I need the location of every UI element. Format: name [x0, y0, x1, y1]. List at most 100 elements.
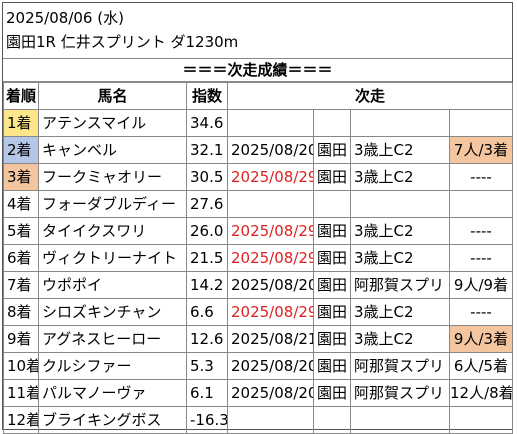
- header-next-race: 次走: [226, 82, 514, 110]
- table-row: 6着 ヴィクトリーナイト 21.5 2025/08/29 園田 3歳上C2 ----: [3, 244, 514, 272]
- next-race-cell: 阿那賀スプリ: [350, 271, 450, 299]
- index-cell: 6.1: [186, 379, 228, 407]
- next-result-cell: [448, 190, 514, 218]
- index-cell: 14.2: [186, 271, 228, 299]
- rank-cell: 10着: [3, 352, 39, 380]
- next-date-cell: 2025/08/29: [227, 298, 314, 326]
- horse-name-cell: ヴィクトリーナイト: [38, 244, 187, 272]
- next-venue-cell: 園田: [313, 325, 351, 353]
- table-row: 8着 シロズキンチャン 6.6 2025/08/29 園田 3歳上C2 ----: [3, 298, 514, 326]
- horse-name-cell: タイイクスワリ: [38, 217, 187, 245]
- rank-cell: 12着: [3, 406, 39, 434]
- next-venue-cell: [313, 109, 351, 137]
- next-date-cell: [227, 406, 314, 434]
- horse-name-cell: フォーダブルディー: [38, 190, 187, 218]
- next-venue-cell: [313, 406, 351, 434]
- table-row: 3着 フークミャオリー 30.5 2025/08/29 園田 3歳上C2 ----: [3, 163, 514, 191]
- next-race-cell: 3歳上C2: [350, 163, 450, 191]
- horse-name-cell: クルシファー: [38, 352, 187, 380]
- next-result-cell: 6人/5着: [448, 352, 514, 380]
- rank-cell: 8着: [3, 298, 39, 326]
- horse-name-cell: ウポポイ: [38, 271, 187, 299]
- next-date-cell: 2025/08/20: [227, 271, 314, 299]
- index-cell: 27.6: [186, 190, 228, 218]
- index-cell: 12.6: [186, 325, 228, 353]
- horse-name-cell: パルマノーヴァ: [38, 379, 187, 407]
- next-date-cell: [227, 190, 314, 218]
- index-cell: 30.5: [186, 163, 228, 191]
- table-row: 1着 アテンスマイル 34.6: [3, 109, 514, 137]
- next-race-cell: [350, 406, 450, 434]
- index-cell: 21.5: [186, 244, 228, 272]
- next-venue-cell: 園田: [313, 298, 351, 326]
- table-body: 1着 アテンスマイル 34.6 2着 キャンベル 32.1 2025/08/20 園田 3歳上C…: [3, 109, 514, 434]
- next-race-results-table: 着順 馬名 指数 次走 1着 アテンスマイル 34.6 2着 キャンベル 32.1 2025…: [3, 82, 514, 434]
- next-result-cell: 7人/3着: [448, 136, 514, 164]
- index-cell: 6.6: [186, 298, 228, 326]
- rank-cell: 7着: [3, 271, 39, 299]
- next-date-cell: 2025/08/20: [227, 352, 314, 380]
- next-result-cell: [448, 109, 514, 137]
- next-race-cell: 3歳上C2: [350, 298, 450, 326]
- index-cell: 5.3: [186, 352, 228, 380]
- next-result-cell: 9人/3着: [448, 325, 514, 353]
- next-race-cell: 阿那賀スプリ: [350, 352, 450, 380]
- table-row: 4着 フォーダブルディー 27.6: [3, 190, 514, 218]
- table-row: 11着 パルマノーヴァ 6.1 2025/08/20 園田 阿那賀スプリ 12人/8着: [3, 379, 514, 407]
- horse-name-cell: アテンスマイル: [38, 109, 187, 137]
- next-date-cell: 2025/08/20: [227, 136, 314, 164]
- next-date-cell: 2025/08/29: [227, 217, 314, 245]
- next-result-cell: ----: [448, 298, 514, 326]
- index-cell: 34.6: [186, 109, 228, 137]
- next-date-cell: 2025/08/29: [227, 244, 314, 272]
- next-venue-cell: 園田: [313, 136, 351, 164]
- next-race-cell: 阿那賀スプリ: [350, 379, 450, 407]
- race-date: 2025/08/06 (水): [6, 9, 124, 27]
- rank-cell: 5着: [3, 217, 39, 245]
- next-venue-cell: 園田: [313, 217, 351, 245]
- horse-name-cell: シロズキンチャン: [38, 298, 187, 326]
- next-date-cell: 2025/08/20: [227, 379, 314, 407]
- header-rank: 着順: [3, 82, 39, 110]
- next-date-cell: 2025/08/21: [227, 325, 314, 353]
- table-row: 7着 ウポポイ 14.2 2025/08/20 園田 阿那賀スプリ 9人/9着: [3, 271, 514, 299]
- table-header-row: 着順 馬名 指数 次走: [3, 82, 514, 110]
- horse-name-cell: アグネスヒーロー: [38, 325, 187, 353]
- rank-cell: 11着: [3, 379, 39, 407]
- next-date-cell: [227, 109, 314, 137]
- next-race-cell: 3歳上C2: [350, 136, 450, 164]
- horse-name-cell: フークミャオリー: [38, 163, 187, 191]
- next-result-cell: 9人/9着: [448, 271, 514, 299]
- next-result-cell: ----: [448, 244, 514, 272]
- next-result-cell: ----: [448, 163, 514, 191]
- next-venue-cell: 園田: [313, 244, 351, 272]
- race-title: 園田1R 仁井スプリント ダ1230m: [6, 33, 239, 51]
- horse-name-cell: キャンベル: [38, 136, 187, 164]
- horse-name-cell: ブライキングボス: [38, 406, 187, 434]
- header-horse-name: 馬名: [38, 82, 187, 110]
- table-row: 12着 ブライキングボス -16.3: [3, 406, 514, 434]
- next-result-cell: 12人/8着: [448, 379, 514, 407]
- section-title: ＝＝＝次走成績＝＝＝: [3, 58, 512, 82]
- table-row: 2着 キャンベル 32.1 2025/08/20 園田 3歳上C2 7人/3着: [3, 136, 514, 164]
- rank-cell: 6着: [3, 244, 39, 272]
- rank-cell: 9着: [3, 325, 39, 353]
- next-result-cell: ----: [448, 217, 514, 245]
- next-race-cell: 3歳上C2: [350, 325, 450, 353]
- next-result-cell: [448, 406, 514, 434]
- header-index: 指数: [186, 82, 228, 110]
- next-venue-cell: 園田: [313, 352, 351, 380]
- index-cell: -16.3: [186, 406, 228, 434]
- table-row: 5着 タイイクスワリ 26.0 2025/08/29 園田 3歳上C2 ----: [3, 217, 514, 245]
- rank-cell: 3着: [3, 163, 39, 191]
- table-row: 10着 クルシファー 5.3 2025/08/20 園田 阿那賀スプリ 6人/5着: [3, 352, 514, 380]
- rank-cell: 1着: [3, 109, 39, 137]
- next-race-cell: 3歳上C2: [350, 244, 450, 272]
- next-venue-cell: 園田: [313, 163, 351, 191]
- next-race-cell: 3歳上C2: [350, 217, 450, 245]
- index-cell: 26.0: [186, 217, 228, 245]
- next-venue-cell: 園田: [313, 379, 351, 407]
- next-race-cell: [350, 109, 450, 137]
- index-cell: 32.1: [186, 136, 228, 164]
- rank-cell: 2着: [3, 136, 39, 164]
